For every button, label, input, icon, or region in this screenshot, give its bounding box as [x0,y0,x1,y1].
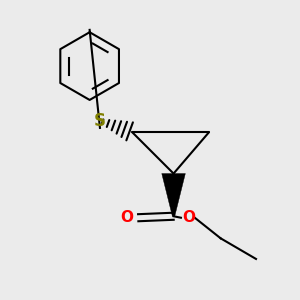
Polygon shape [162,174,185,216]
Text: O: O [120,210,133,225]
Text: O: O [182,210,195,225]
Text: S: S [94,112,106,130]
